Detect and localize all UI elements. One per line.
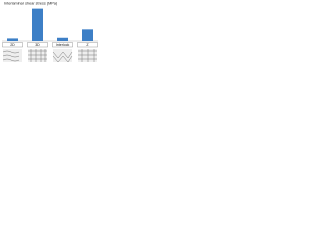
bar	[32, 8, 43, 41]
chart: Interlaminar shear stress (MPa) 2D 3D Inte…	[0, 0, 100, 64]
x-tick-label: 2D	[10, 43, 15, 47]
fabric-2d-weave	[2, 50, 20, 62]
chart-title: Interlaminar shear stress (MPa)	[4, 2, 58, 6]
category-box	[77, 42, 98, 48]
x-tick-label: Interlock	[56, 43, 70, 47]
x-tick-label: 3D	[35, 43, 40, 47]
fabric-3d-weave	[28, 49, 47, 62]
fabric-images	[2, 49, 97, 63]
page: {"chart_data": {"type": "bar", "title": …	[0, 0, 100, 64]
category-box	[27, 42, 48, 48]
bar	[7, 38, 18, 41]
fabric-interlock-weave	[52, 51, 73, 63]
bar	[82, 29, 93, 41]
category-box	[52, 42, 73, 48]
category-box	[2, 42, 23, 48]
x-tick-label: Z	[86, 43, 89, 47]
bar	[57, 37, 68, 41]
fabric-2d	[3, 49, 22, 62]
fabric-z-weave	[78, 49, 97, 62]
fabric-interlock	[53, 49, 72, 62]
